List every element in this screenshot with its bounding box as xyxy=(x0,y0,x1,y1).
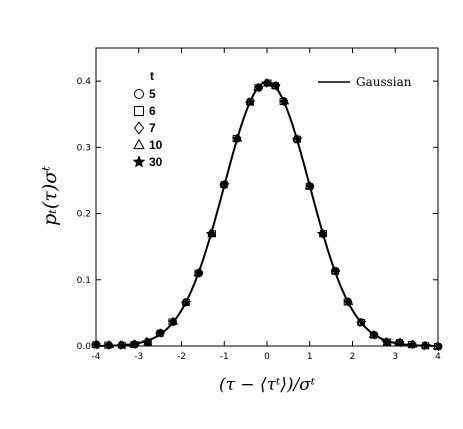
y-axis-label: pₜ(τ)σᵗ xyxy=(39,166,61,226)
y-tick-label: 0.1 xyxy=(77,276,91,286)
y-tick-label: 0.0 xyxy=(77,342,92,352)
x-tick-label: 1 xyxy=(307,352,313,362)
x-axis-label: (τ − ⟨τᵗ⟩)/σᵗ xyxy=(219,375,316,395)
x-tick-label: -3 xyxy=(134,352,143,362)
x-tick-label: 3 xyxy=(392,352,398,362)
x-tick-label: -4 xyxy=(92,352,101,362)
x-tick-label: 0 xyxy=(264,352,270,362)
gaussian-legend-label: Gaussian xyxy=(356,75,412,89)
axis-ticks: -4 -3 -2 -1 0 1 2 3 4 0.0 0.1 0.2 0.3 0.4 xyxy=(77,48,441,362)
legend-star-icon xyxy=(132,155,146,168)
legend-diamond-icon xyxy=(133,121,145,135)
legend-triangle-icon xyxy=(133,138,145,150)
legend-title: t xyxy=(150,69,154,83)
y-tick-label: 0.3 xyxy=(77,143,91,153)
data-markers xyxy=(91,78,443,352)
x-tick-label: -1 xyxy=(220,352,229,362)
plot-frame xyxy=(95,47,439,347)
legend-circle-icon xyxy=(134,89,144,99)
legend-label: 7 xyxy=(149,121,156,135)
legend-label: 5 xyxy=(149,87,156,101)
legend-label: 6 xyxy=(149,104,156,118)
x-tick-label: 4 xyxy=(435,352,441,362)
legend-label: 30 xyxy=(149,155,163,169)
y-tick-label: 0.4 xyxy=(77,77,92,87)
legend-square-icon xyxy=(134,106,144,116)
legend-label: 10 xyxy=(149,138,163,152)
x-tick-label: 2 xyxy=(350,352,356,362)
x-tick-label: -2 xyxy=(177,352,186,362)
gaussian-curve xyxy=(95,80,439,347)
legend: 5 6 7 10 30 xyxy=(132,87,163,169)
y-tick-label: 0.2 xyxy=(77,210,91,220)
